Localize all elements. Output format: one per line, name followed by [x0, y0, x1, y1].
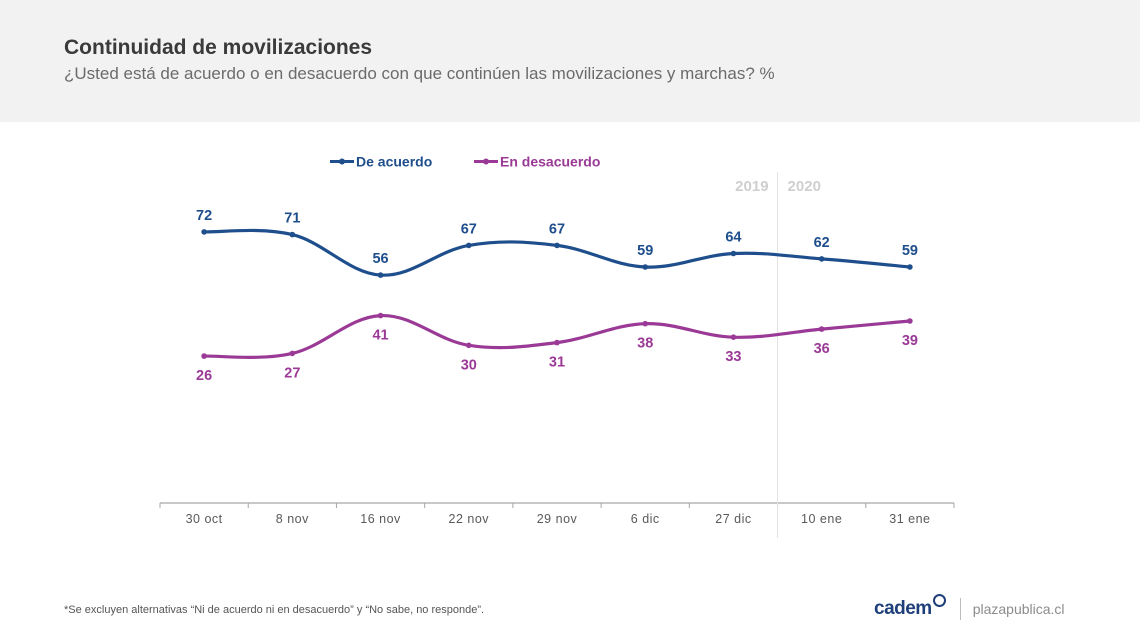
data-point — [465, 242, 472, 249]
data-label: 27 — [284, 365, 300, 381]
data-label: 72 — [196, 208, 212, 224]
data-label: 41 — [372, 328, 388, 344]
data-point — [201, 353, 207, 359]
data-point — [907, 318, 913, 324]
data-point — [377, 312, 384, 319]
data-label: 31 — [549, 355, 565, 371]
data-point — [289, 350, 296, 357]
line-chart: 30 oct 8 nov 16 nov 22 nov 29 nov 6 dic 27 dic… — [159, 154, 955, 538]
data-label: 59 — [902, 243, 918, 259]
data-label: 30 — [461, 357, 477, 373]
data-point — [642, 264, 649, 270]
data-label: 38 — [637, 336, 653, 352]
data-label: 71 — [284, 211, 300, 227]
data-point — [818, 326, 825, 332]
year-label-2020: 2020 — [788, 178, 821, 195]
legend-label: En desacuerdo — [500, 154, 600, 170]
data-label: 64 — [725, 230, 741, 246]
data-label: 62 — [814, 235, 830, 251]
data-point — [289, 231, 296, 238]
logo-text: cadem — [874, 598, 932, 619]
x-tick-label: 30 oct — [186, 512, 223, 526]
x-tick-label: 27 dic — [715, 512, 751, 526]
x-tick-label: 29 nov — [537, 512, 578, 526]
logo-circle-icon — [932, 594, 946, 607]
x-tick-label: 16 nov — [360, 512, 401, 526]
legend-marker — [483, 158, 489, 165]
data-point — [818, 256, 825, 262]
data-label: 39 — [902, 333, 918, 349]
header-band: Continuidad de movilizaciones ¿Usted est… — [0, 0, 1140, 122]
data-point — [377, 272, 384, 278]
data-point — [730, 334, 737, 340]
year-label-2019: 2019 — [735, 178, 768, 195]
data-point — [730, 250, 737, 257]
data-point — [554, 339, 560, 346]
data-label: 56 — [372, 251, 388, 267]
x-tick-label: 22 nov — [449, 512, 490, 526]
brand-block: cadem plazapublica.cl — [874, 594, 1065, 620]
legend-label: De acuerdo — [356, 154, 432, 170]
data-label: 59 — [637, 243, 653, 259]
legend-marker — [339, 158, 345, 165]
data-point — [642, 320, 649, 327]
data-point — [465, 342, 472, 349]
cadem-logo: cadem — [874, 594, 946, 620]
x-tick-label: 6 dic — [631, 512, 660, 526]
data-label: 33 — [725, 349, 741, 365]
x-tick-label: 10 ene — [801, 512, 842, 526]
x-tick-label: 8 nov — [276, 512, 309, 526]
data-point — [907, 264, 913, 270]
footnote: *Se excluyen alternativas “Ni de acuerdo… — [64, 604, 485, 616]
data-label: 36 — [814, 341, 830, 357]
site-link[interactable]: plazapublica.cl — [972, 601, 1065, 617]
x-tick-label: 31 ene — [889, 512, 930, 526]
data-point — [201, 229, 207, 235]
data-label: 67 — [549, 221, 565, 237]
brand-divider — [959, 598, 961, 620]
page-subtitle: ¿Usted está de acuerdo o en desacuerdo c… — [64, 64, 775, 83]
data-point — [554, 242, 560, 249]
series-line-en-desacuerdo — [202, 313, 912, 359]
data-label: 26 — [196, 368, 212, 384]
page-title: Continuidad de movilizaciones — [64, 36, 373, 59]
data-label: 67 — [461, 221, 477, 237]
